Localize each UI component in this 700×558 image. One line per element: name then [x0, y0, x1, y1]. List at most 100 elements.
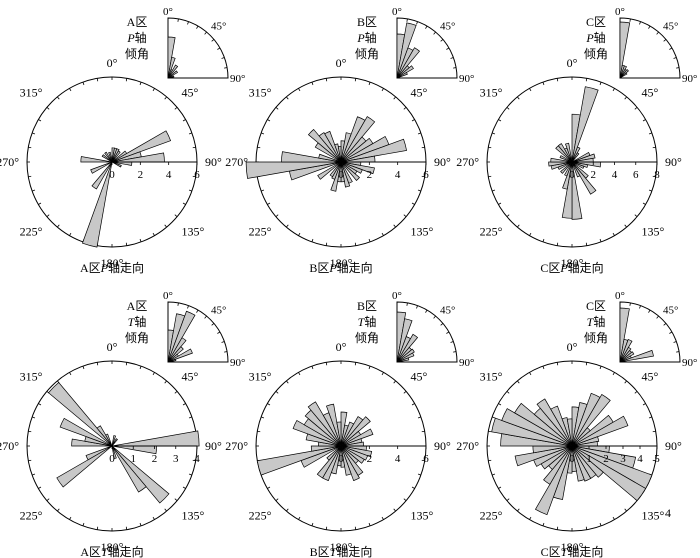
dip-axis-label: P轴 — [126, 30, 146, 45]
rose-tick — [174, 498, 178, 501]
dip-petal — [167, 310, 196, 363]
strike-petal — [317, 161, 342, 180]
rose-tick — [286, 96, 289, 100]
dip-tick — [196, 309, 199, 313]
rose-tick — [393, 96, 396, 100]
rose-tick — [542, 238, 545, 243]
strike-petal — [104, 151, 113, 163]
rose-tick — [260, 189, 265, 192]
rose-tick — [506, 391, 510, 394]
radial-tick-label: 4 — [194, 453, 200, 465]
dip-label-0: 0° — [615, 6, 625, 18]
rose-tick — [529, 372, 532, 376]
strike-rose: 0 2 4 6 0° 45° 90° 135° 180° 225° 270° 315° — [225, 56, 451, 270]
title-suffix: 轴走向 — [568, 260, 604, 275]
rose-tick — [411, 403, 415, 406]
radial-tick-label: 4 — [637, 453, 643, 465]
dip-petal — [167, 70, 179, 79]
strike-petal — [326, 403, 342, 447]
rose-tick — [634, 391, 638, 394]
azimuth-label-225: 225° — [20, 509, 43, 523]
rose-tick — [28, 459, 32, 462]
rose-tick — [556, 362, 559, 366]
strike-petal — [559, 155, 573, 163]
azimuth-label-45: 45° — [642, 85, 659, 99]
radial-tick-label: 3 — [620, 453, 626, 465]
rose-tick — [612, 516, 615, 520]
dip-label-45: 45° — [440, 20, 455, 32]
rose-tick — [82, 365, 85, 370]
rose-tick — [82, 81, 85, 86]
dip-petal — [167, 337, 187, 363]
strike-petal — [571, 415, 629, 447]
rose-tick — [188, 189, 193, 192]
strike-petal — [340, 445, 352, 476]
rose-tick — [267, 202, 271, 205]
dip-petal — [396, 357, 410, 363]
rose-tick — [354, 242, 357, 246]
dip-quadrant-frame — [167, 17, 229, 79]
azimuth-label-90: 90° — [205, 439, 222, 453]
rose-tick — [417, 473, 422, 476]
azimuth-label-270: 270° — [456, 439, 479, 453]
rose-tick — [368, 81, 371, 86]
rose-tick — [624, 96, 627, 100]
dip-label-0: 0° — [392, 6, 402, 18]
strike-rose: 0 1 2 3 4 0° 45° 90° 135° 180° 225° 270° 315° — [0, 340, 222, 554]
strike-petal — [550, 405, 573, 447]
dip-zone-label: C区 — [586, 15, 606, 29]
dip-label-45: 45° — [663, 304, 678, 316]
strike-petal — [334, 143, 342, 163]
dip-angle-label: 倾角 — [355, 47, 379, 61]
rose-tick — [498, 486, 502, 489]
azimuth-label-0: 0° — [336, 340, 347, 354]
strike-petal — [256, 445, 342, 476]
azimuth-label-45: 45° — [642, 369, 659, 383]
rose-tick — [488, 175, 492, 178]
dip-petal — [396, 348, 415, 363]
rose-tick — [634, 107, 638, 110]
dip-tick — [211, 323, 215, 326]
azimuth-label-90: 90° — [665, 439, 682, 453]
radial-tick-label: 0 — [109, 453, 115, 465]
footnote-label: 4 — [665, 506, 671, 520]
dip-tick — [629, 302, 631, 306]
dip-label-0: 0° — [392, 290, 402, 302]
strike-petal — [111, 430, 200, 447]
rose-tick — [31, 189, 36, 192]
strike-petal — [336, 421, 342, 447]
rose-tick — [46, 107, 50, 110]
azimuth-label-0: 0° — [567, 340, 578, 354]
dip-tick — [211, 39, 215, 42]
dip-label-45: 45° — [663, 20, 678, 32]
strike-petal — [111, 445, 170, 504]
strike-petal — [340, 416, 371, 447]
rose-tick — [421, 146, 425, 149]
azimuth-label-315: 315° — [249, 85, 272, 99]
rose-tick — [38, 119, 42, 122]
dip-quadrant-frame — [167, 301, 229, 363]
rose-tick — [298, 516, 301, 520]
rose-tick — [491, 416, 496, 419]
dip-tick — [673, 341, 677, 343]
dip-tick — [676, 67, 680, 69]
dip-label-45: 45° — [440, 304, 455, 316]
dip-label-45: 45° — [211, 304, 226, 316]
dip-label-90: 90° — [459, 357, 474, 369]
rose-tick — [585, 526, 588, 530]
axis-word: 轴 — [594, 30, 606, 45]
rose-tick — [28, 175, 32, 178]
rose-panel-4: 0°45°90°A区T轴倾角012340°45°90°135°180°225°2… — [0, 290, 245, 558]
title-axis: T — [101, 545, 109, 558]
strike-petal — [56, 445, 113, 488]
azimuth-label-0: 0° — [567, 56, 578, 70]
rose-tick — [57, 508, 60, 512]
radial-tick-label: 0 — [569, 453, 575, 465]
dip-tick — [433, 31, 436, 35]
rose-tick — [491, 132, 496, 135]
strike-petal — [340, 161, 351, 188]
dip-tick — [669, 47, 673, 50]
strike-petal — [571, 393, 611, 447]
title-axis: T — [561, 545, 569, 558]
azimuth-label-45: 45° — [182, 85, 199, 99]
